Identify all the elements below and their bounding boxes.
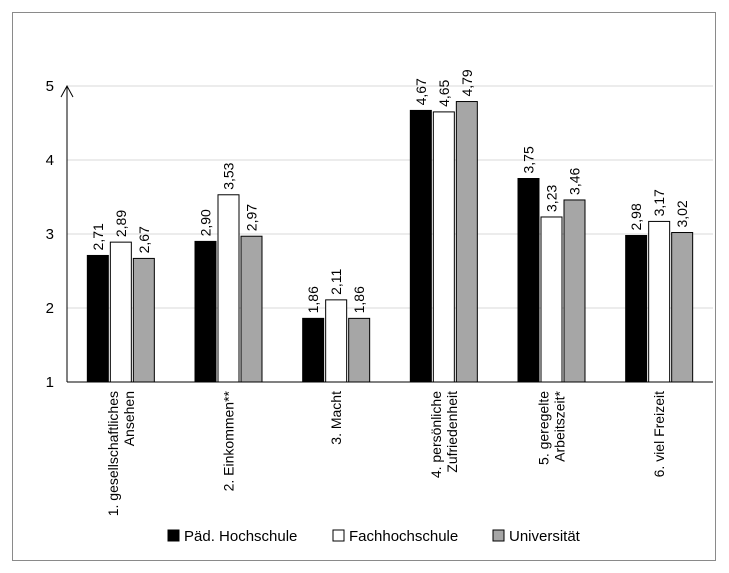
- grid-lines: [67, 85, 713, 309]
- data-label: 3,17: [651, 189, 667, 216]
- data-label: 4,65: [436, 79, 452, 106]
- legend: Päd. Hochschule Fachhochschule Universität: [167, 528, 581, 545]
- data-label: 4,79: [459, 69, 475, 96]
- bar-2-4: [432, 111, 455, 383]
- y-axis: [60, 84, 713, 383]
- y-tick-label: 1: [46, 374, 54, 391]
- category-label: 5. geregelte: [536, 391, 552, 465]
- category-label: 2. Einkommen**: [221, 390, 237, 491]
- bars: [86, 101, 694, 383]
- data-label: 2,11: [328, 268, 344, 294]
- category-label: Ansehen: [121, 391, 137, 446]
- data-label: 3,23: [544, 185, 560, 212]
- y-axis-arrow-icon: [60, 84, 74, 98]
- data-label: 2,98: [628, 203, 644, 230]
- data-label: 2,67: [136, 226, 152, 253]
- bar-1-6: [625, 234, 648, 383]
- bar-1-4: [409, 109, 432, 383]
- bar-2-6: [648, 220, 671, 383]
- data-label: 2,71: [90, 223, 106, 250]
- bar-1-5: [517, 178, 540, 383]
- bar-2-3: [325, 299, 348, 383]
- bar-3-3: [348, 317, 371, 383]
- data-label: 3,46: [567, 167, 583, 194]
- legend-label-1: Päd. Hochschule: [184, 528, 297, 545]
- data-label: 2,89: [113, 210, 129, 237]
- bar-2-5: [540, 216, 563, 383]
- bar-3-2: [240, 235, 263, 383]
- bar-3-4: [455, 101, 478, 383]
- data-label: 1,86: [305, 286, 321, 313]
- legend-label-2: Fachhochschule: [349, 528, 458, 545]
- y-axis-tick-labels: 1 2 3 4 5: [46, 78, 54, 391]
- bar-2-2: [217, 194, 240, 383]
- y-tick-label: 2: [46, 300, 54, 317]
- data-label: 4,67: [413, 78, 429, 105]
- category-label: 6. viel Freizeit: [651, 391, 667, 477]
- y-tick-label: 3: [46, 226, 54, 243]
- data-label: 3,53: [221, 162, 237, 189]
- data-labels: 2,71 2,89 2,67 2,90 3,53 2,97 1,86 2,11 1,86 4,67…: [90, 69, 690, 313]
- bar-3-6: [671, 232, 694, 383]
- y-tick-label: 4: [46, 152, 54, 169]
- data-label: 2,97: [244, 204, 260, 231]
- legend-label-3: Universität: [509, 528, 581, 545]
- data-label: 3,75: [521, 146, 537, 173]
- category-label: 3. Macht: [328, 391, 344, 445]
- category-label: 1. gesellschaftliches: [105, 391, 121, 516]
- data-label: 1,86: [351, 286, 367, 313]
- data-label: 3,02: [674, 200, 690, 227]
- category-label: Zufriedenheit: [444, 391, 460, 473]
- category-labels: 1. gesellschaftliches Ansehen 2. Einkommen…: [105, 390, 667, 516]
- category-label: 4. persönliche: [428, 391, 444, 478]
- bar-1-2: [194, 240, 217, 383]
- category-label: Arbeitszeit*: [552, 390, 568, 461]
- bar-3-1: [132, 257, 155, 383]
- bar-3-5: [563, 199, 586, 383]
- bar-2-1: [109, 241, 132, 383]
- bar-1-3: [302, 317, 325, 383]
- legend-swatch-2: [332, 529, 345, 542]
- bar-1-1: [86, 254, 109, 383]
- y-tick-label: 5: [46, 78, 54, 95]
- data-label: 2,90: [198, 209, 214, 236]
- legend-swatch-1: [167, 529, 180, 542]
- legend-swatch-3: [492, 529, 505, 542]
